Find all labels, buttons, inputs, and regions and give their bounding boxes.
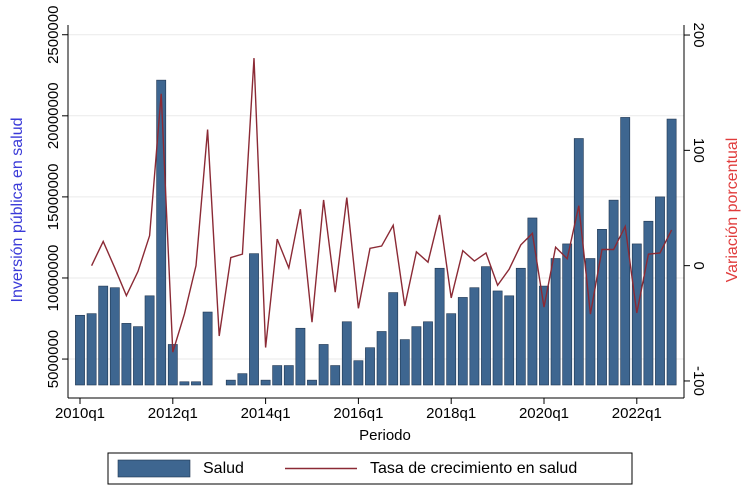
bar [272,365,283,386]
bar [608,199,619,386]
y-axis-label: Inversión pública en salud [9,117,26,302]
y2-tick-label: 0 [690,261,707,269]
legend-label: Tasa de crecimiento en salud [370,460,577,477]
y-tick-label: 20000000 [45,82,62,149]
y2-tick-label: -100 [690,366,707,396]
bar [655,196,665,386]
y-tick-label: 2500000 [45,6,62,64]
bar [388,292,399,386]
x-tick-label: 2014q1 [241,405,291,422]
x-tick-label: 2010q1 [55,405,105,422]
bar [631,243,642,386]
bar [318,344,329,386]
bar [249,253,259,386]
bar [295,327,306,386]
bar [492,290,503,386]
bar [539,285,549,386]
bar [365,347,375,386]
bar [237,373,248,386]
bar [597,229,607,386]
y2-axis-label: Variación porcentual [724,138,741,283]
bar [109,287,120,386]
bar [133,326,143,386]
bar [550,258,561,386]
bar [202,311,213,386]
bar [469,287,480,386]
line [90,58,673,353]
bar [75,314,85,386]
legend-box [107,452,633,485]
bar [179,381,190,386]
y-tick-label: 5000000 [45,330,62,388]
bar [353,360,364,386]
x-tick-label: 2012q1 [148,405,198,422]
bar [330,365,341,386]
bar [620,117,631,386]
bar [225,379,236,386]
y2-tick-label: 100 [690,138,707,163]
bar [515,267,526,386]
bar [376,331,387,386]
y-tick-label: 15000000 [45,164,62,231]
bar [156,79,167,386]
bar [260,379,271,386]
x-tick-label: 2022q1 [612,405,662,422]
bar [527,217,538,386]
x-tick-label: 2018q1 [426,405,476,422]
bar [434,267,445,386]
bar [643,220,654,386]
bar [411,326,422,386]
bar [573,138,584,386]
bar [283,365,294,386]
x-tick-label: 2016q1 [333,405,383,422]
bar [481,266,491,386]
bar [98,285,109,386]
bar [457,297,468,386]
x-axis-label: Periodo [359,427,411,444]
bar [585,258,596,386]
bar [666,118,677,386]
bar [307,379,317,386]
legend-swatch [117,459,191,478]
bar [446,313,457,386]
bar [423,321,433,386]
bar [86,313,97,386]
bar [504,295,515,386]
bar [399,339,410,386]
bar [341,321,352,386]
bar [144,295,155,386]
x-tick-label: 2020q1 [519,405,569,422]
bar [121,323,132,386]
bar [191,381,201,386]
y2-tick-label: 200 [690,23,707,48]
legend-label: Salud [203,460,244,477]
bar [562,243,573,386]
y-tick-label: 10000000 [45,245,62,312]
